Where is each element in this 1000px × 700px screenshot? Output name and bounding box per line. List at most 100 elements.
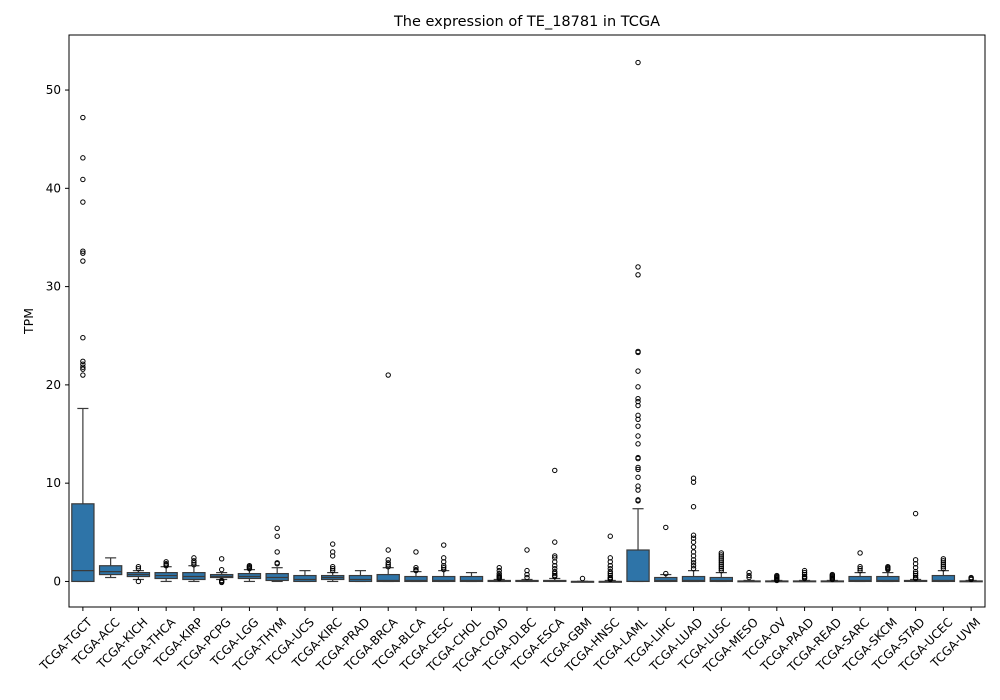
box-tcga-blca xyxy=(404,549,428,583)
outlier-point xyxy=(274,533,280,539)
outlier-point xyxy=(635,349,641,356)
outlier-point xyxy=(635,433,641,439)
outlier-point xyxy=(635,384,641,390)
box-tcga-lusc xyxy=(709,550,734,583)
outlier-point xyxy=(635,272,641,278)
outlier-point xyxy=(441,542,447,548)
outlier-point xyxy=(496,567,502,574)
outlier-point xyxy=(524,547,530,553)
box-tcga-thym xyxy=(265,525,289,583)
outlier-point xyxy=(246,565,253,572)
outlier-point xyxy=(607,576,613,583)
outlier-point xyxy=(385,557,391,563)
outlier-point xyxy=(912,572,919,579)
chart-title: The expression of TE_18781 in TCGA xyxy=(393,14,660,30)
outlier-point xyxy=(635,498,641,504)
outlier-point xyxy=(635,423,641,429)
outlier-point xyxy=(690,560,697,566)
outlier-point xyxy=(690,557,697,563)
outlier-point xyxy=(635,395,641,402)
outlier-point xyxy=(635,441,641,447)
outlier-point xyxy=(191,562,197,568)
outlier-point xyxy=(385,372,391,378)
outlier-point xyxy=(857,550,863,556)
outlier-point xyxy=(857,565,863,572)
outlier-point xyxy=(413,564,419,571)
outlier-point xyxy=(552,563,558,569)
outlier-point xyxy=(912,510,919,517)
box-iqr xyxy=(931,574,956,583)
outlier-point xyxy=(635,464,641,471)
box-tcga-acc xyxy=(98,557,123,579)
outlier-point xyxy=(329,541,336,547)
outlier-point xyxy=(552,570,558,577)
outlier-point xyxy=(690,479,697,485)
box-iqr xyxy=(626,549,650,583)
box-tcga-gbm xyxy=(570,575,595,583)
outlier-point xyxy=(191,560,197,566)
outlier-point xyxy=(135,578,142,585)
outlier-point xyxy=(940,565,947,572)
outlier-point xyxy=(746,569,752,576)
y-tick-label: 20 xyxy=(46,378,61,392)
outlier-point xyxy=(80,248,86,254)
box-iqr xyxy=(709,576,734,583)
outlier-point xyxy=(552,539,558,545)
box-tcga-cesc xyxy=(432,542,456,583)
box-tcga-kirc xyxy=(320,541,345,583)
outlier-point xyxy=(857,567,863,574)
outlier-point xyxy=(385,547,391,553)
outlier-point xyxy=(329,567,336,574)
outlier-point xyxy=(135,565,142,572)
box-tcga-paad xyxy=(792,567,817,583)
box-tcga-tgct xyxy=(71,114,95,583)
box-tcga-dlbc xyxy=(515,547,539,583)
box-tcga-read xyxy=(820,571,845,583)
outlier-point xyxy=(80,366,86,372)
outlier-point xyxy=(385,564,391,570)
outlier-point xyxy=(635,474,641,480)
box-iqr xyxy=(876,575,900,583)
outlier-point xyxy=(635,487,641,493)
outlier-point xyxy=(496,564,502,571)
outlier-point xyxy=(218,579,225,586)
outlier-point xyxy=(607,533,613,539)
outlier-point xyxy=(80,250,86,256)
x-axis: TCGA-TGCTTCGA-ACCTCGA-KICHTCGA-THCATCGA-… xyxy=(36,607,983,676)
box-iqr xyxy=(681,575,706,583)
outlier-point xyxy=(718,565,725,572)
outlier-point xyxy=(524,571,530,578)
outlier-point xyxy=(690,544,697,550)
outlier-point xyxy=(663,524,669,531)
box-iqr xyxy=(404,575,428,583)
outlier-point xyxy=(912,575,919,582)
outlier-point xyxy=(80,361,86,367)
outlier-point xyxy=(635,368,641,374)
y-axis-label: TPM xyxy=(21,308,36,335)
box-tcga-sarc xyxy=(848,550,872,583)
outlier-point xyxy=(80,176,86,183)
box-iqr xyxy=(71,503,95,583)
box-iqr xyxy=(376,573,400,583)
outlier-point xyxy=(135,564,142,570)
outlier-point xyxy=(552,565,558,572)
box-tcga-prad xyxy=(348,570,373,583)
outlier-point xyxy=(441,566,447,573)
outlier-point xyxy=(80,358,86,364)
outlier-point xyxy=(80,258,86,264)
outlier-point xyxy=(274,561,280,567)
box-tcga-ov xyxy=(765,572,789,584)
box-iqr xyxy=(459,575,484,583)
box-tcga-coad xyxy=(487,564,511,583)
box-tcga-ucs xyxy=(293,570,317,583)
box-iqr xyxy=(293,574,317,583)
outlier-point xyxy=(690,539,697,545)
outlier-point xyxy=(80,155,86,161)
outlier-point xyxy=(635,264,641,270)
outlier-point xyxy=(885,566,891,573)
box-tcga-kirp xyxy=(182,555,206,583)
box-tcga-esca xyxy=(543,467,567,583)
box-iqr xyxy=(98,565,123,576)
box-tcga-luad xyxy=(681,475,706,583)
box-tcga-skcm xyxy=(876,564,900,583)
